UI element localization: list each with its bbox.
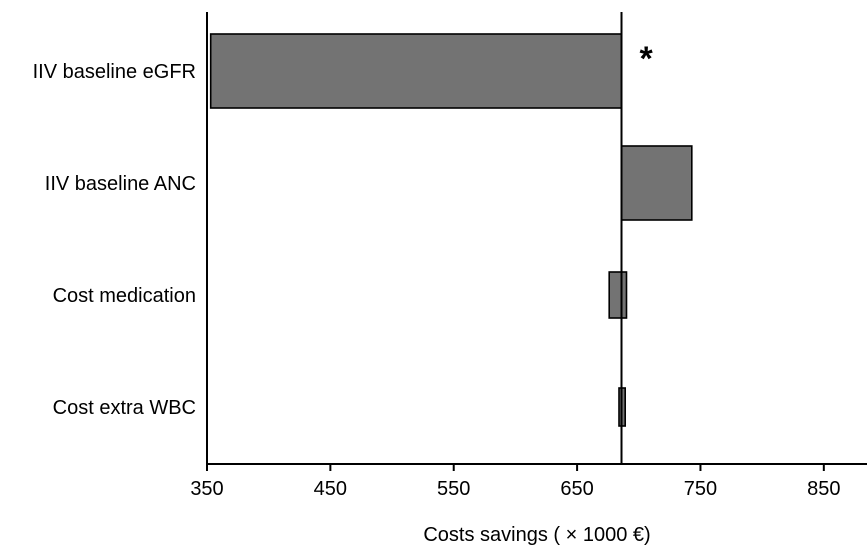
x-tick-label: 350 <box>190 478 223 500</box>
bar-3 <box>608 271 628 319</box>
x-tick-label: 650 <box>560 478 593 500</box>
category-label: Cost medication <box>53 285 196 307</box>
x-axis-title: Costs savings ( × 1000 €) <box>423 524 650 546</box>
bar-2 <box>620 145 693 221</box>
bar-1 <box>209 33 623 109</box>
x-tick-label: 850 <box>807 478 840 500</box>
x-tick-label: 550 <box>437 478 470 500</box>
x-tick-label: 450 <box>314 478 347 500</box>
axes-layer <box>206 12 867 465</box>
x-tick-label: 750 <box>684 478 717 500</box>
category-label: IIV baseline ANC <box>45 173 196 195</box>
bars-layer <box>209 33 693 427</box>
x-ticks: 350 450 550 650 750 850 <box>190 464 841 500</box>
category-labels: IIV baseline eGFR IIV baseline ANC Cost me… <box>33 61 196 419</box>
significance-annotation: * <box>640 40 654 78</box>
annotations: * <box>640 40 654 78</box>
category-label: IIV baseline eGFR <box>33 61 196 83</box>
category-label: Cost extra WBC <box>53 397 196 419</box>
